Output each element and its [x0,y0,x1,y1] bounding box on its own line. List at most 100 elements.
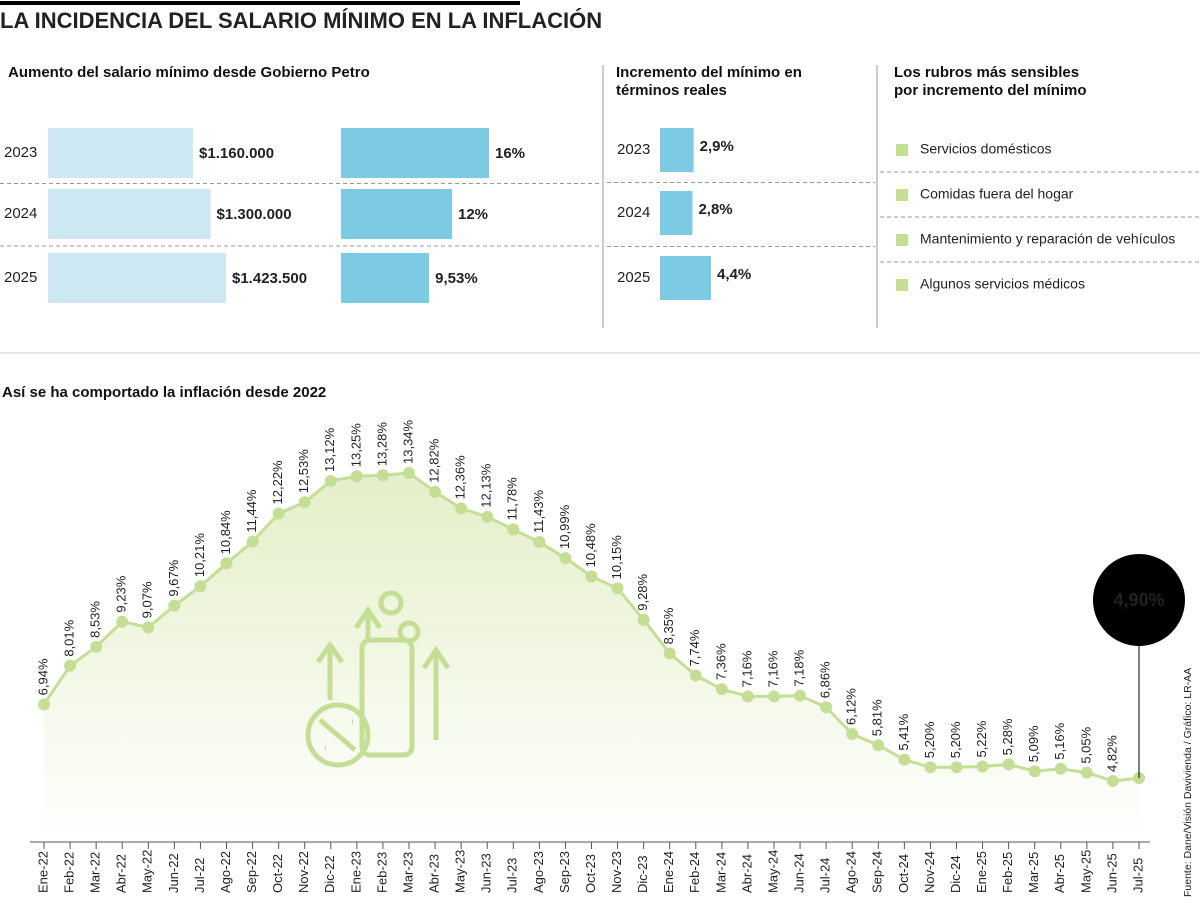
value-label: $1.300.000 [217,206,292,223]
value-label: $1.423.500 [232,270,307,287]
value-label: 8,53% [88,601,103,638]
point [585,570,598,583]
value-label: 12,13% [479,463,494,508]
value-label: 6,86% [818,661,833,698]
icon [305,590,451,768]
x-tick-label: Dic-22 [322,855,337,893]
x-tick-label: Nov-22 [296,851,311,893]
x-tick-label: Abr-22 [114,854,129,893]
point [455,502,468,515]
value-label: 16% [495,145,525,162]
value-label: 2,9% [700,138,734,155]
point [429,485,442,498]
x-tick-label: Ene-22 [35,851,50,893]
callout [1093,554,1185,646]
bar [48,253,226,303]
point [298,496,311,509]
point [220,557,233,570]
list-title: Los rubros más sensibles por incremento … [894,64,1087,99]
value-label: 12,82% [427,438,442,483]
source-note: Fuente: Dane/Visión Davivienda / Gráfico… [1182,668,1194,897]
x-tick-label: Dic-23 [635,855,650,893]
value-label: 4,82% [1104,735,1119,772]
point [507,523,520,536]
value-label: 13,25% [348,423,363,468]
point [350,470,363,483]
value-label: 7,16% [765,650,780,687]
y-tick-label: 2025 [617,269,650,286]
point [741,690,754,703]
x-tick-label: Jun-25 [1104,853,1119,893]
x-tick-label: Abr-24 [739,854,754,893]
value-label: 9,07% [140,581,155,618]
x-tick-label: Ago-24 [844,851,859,893]
value-label: 4,4% [717,266,751,283]
x-tick-label: Oct-23 [583,854,598,893]
y-tick-label: 2023 [4,144,37,161]
point [116,615,129,628]
value-label: 7,16% [739,650,754,687]
x-tick-label: Ene-24 [661,851,676,893]
value-label: 5,28% [1000,718,1015,755]
point [768,690,780,703]
value-label: 12,53% [296,449,311,494]
value-label: 7,18% [792,649,807,686]
x-tick-label: May-22 [140,850,155,893]
point [611,582,624,595]
y-tick-label: 2024 [4,205,37,222]
x-tick-label: Dic-24 [948,855,963,893]
point [272,507,285,520]
point [1028,765,1041,778]
point [794,689,807,702]
point [324,474,337,487]
value-label: 6,12% [844,688,859,725]
x-tick-label: Jul-25 [1130,858,1145,893]
point [689,669,702,682]
bar [48,128,194,178]
point [559,551,572,564]
value-label: 5,22% [974,720,989,757]
value-label: 9,67% [166,559,181,596]
list-item: Mantenimiento y reparación de vehículos [920,231,1175,247]
value-label: 2,8% [698,201,732,218]
value-label: 6,94% [35,658,50,695]
bar [341,128,489,178]
x-tick-label: Ene-25 [974,851,989,893]
value-label: 5,81% [870,699,885,736]
value-label: 9,23% [114,575,129,612]
x-tick-label: Oct-24 [896,854,911,893]
bullet [896,279,908,291]
x-tick-label: Jul-24 [818,858,833,893]
page-title: LA INCIDENCIA DEL SALARIO MÍNIMO EN LA I… [0,8,602,33]
value-label: 11,44% [244,489,259,533]
area [44,473,1139,842]
x-tick-label: Feb-25 [1000,852,1015,893]
value-label: 12,36% [453,455,468,500]
x-tick-label: Sep-22 [244,851,259,893]
point [976,760,989,773]
bullet [896,144,908,156]
x-tick-label: May-24 [765,850,780,893]
x-tick-label: Ene-23 [348,851,363,893]
value-label: 10,84% [218,510,233,555]
bar [341,253,430,303]
point [872,739,885,752]
point [1002,758,1015,771]
point [715,683,728,696]
point [403,467,415,479]
bullet [896,234,908,246]
value-label: 11,78% [505,477,520,521]
x-tick-label: Jun-23 [479,853,494,893]
value-label: 5,09% [1026,725,1041,762]
x-tick-label: Jun-24 [792,853,807,893]
bar [48,189,211,239]
point [820,701,833,714]
value-label: 8,01% [62,619,77,656]
value-label: 9,28% [635,573,650,610]
value-label: 10,99% [557,504,572,549]
x-tick-label: Sep-24 [870,851,885,893]
x-tick-label: Mar-24 [713,852,728,893]
point [90,640,103,653]
x-tick-label: Mar-25 [1026,852,1041,893]
